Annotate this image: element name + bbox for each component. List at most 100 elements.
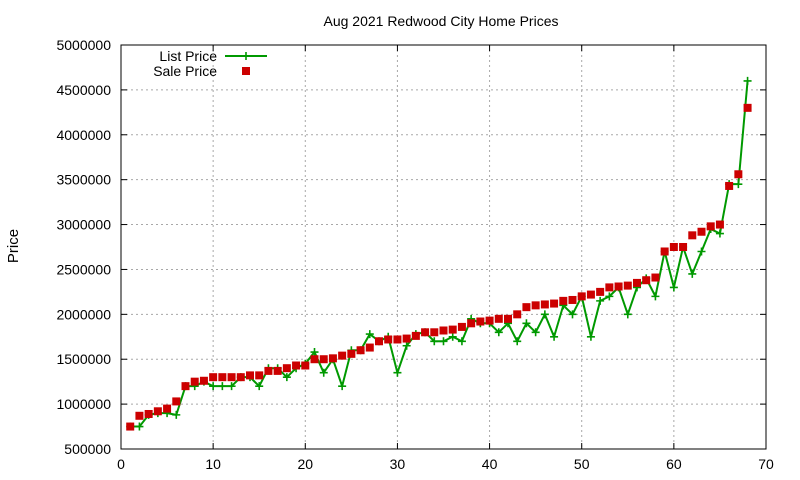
sale-price-point bbox=[338, 351, 347, 360]
sale-price-point bbox=[301, 361, 310, 370]
sale-price-point bbox=[596, 287, 605, 296]
sale-price-point bbox=[356, 346, 365, 355]
plot-frame bbox=[120, 44, 767, 450]
sale-price-point bbox=[163, 404, 172, 413]
y-tick-label: 1000000 bbox=[56, 396, 111, 412]
x-tick-label: 70 bbox=[758, 456, 774, 472]
list-price-point bbox=[227, 382, 236, 391]
sale-price-point bbox=[199, 376, 208, 385]
sale-price-point bbox=[384, 335, 393, 344]
sale-price-point bbox=[577, 292, 586, 301]
x-tick-label: 10 bbox=[205, 456, 221, 472]
sale-price-point bbox=[218, 373, 227, 382]
y-axis-label: Price bbox=[5, 229, 22, 263]
legend-marker-list-price bbox=[242, 52, 250, 60]
list-price-point bbox=[605, 292, 614, 301]
y-tick-label: 3000000 bbox=[56, 217, 111, 233]
list-price-point bbox=[688, 269, 697, 278]
list-price-point bbox=[550, 332, 559, 341]
sale-price-point bbox=[439, 326, 448, 335]
sale-price-point bbox=[550, 299, 559, 308]
sale-price-point bbox=[540, 300, 549, 309]
sale-price-point bbox=[172, 397, 181, 406]
list-price-point bbox=[531, 328, 540, 337]
sale-price-point bbox=[393, 335, 402, 344]
list-price-point bbox=[734, 180, 743, 189]
list-price-point bbox=[669, 283, 678, 292]
sale-price-point bbox=[494, 314, 503, 323]
y-tick-label: 500000 bbox=[64, 441, 111, 457]
sale-price-point bbox=[633, 278, 641, 287]
sale-price-point bbox=[605, 283, 614, 292]
sale-price-point bbox=[153, 407, 162, 416]
sale-price-point bbox=[725, 181, 734, 190]
sale-price-point bbox=[688, 231, 697, 240]
list-price-point bbox=[439, 337, 448, 346]
sale-price-point bbox=[430, 328, 439, 337]
sale-price-point bbox=[485, 316, 494, 325]
sale-price-point bbox=[282, 364, 291, 373]
sale-price-point bbox=[642, 276, 651, 285]
list-price-point bbox=[743, 76, 752, 85]
list-price-point bbox=[319, 368, 328, 377]
y-tick-label: 2000000 bbox=[56, 306, 111, 322]
sale-price-point bbox=[586, 290, 595, 299]
list-price-point bbox=[596, 296, 605, 305]
sale-price-point bbox=[181, 382, 190, 391]
list-price-point bbox=[282, 373, 291, 382]
sale-price-point bbox=[513, 310, 522, 319]
sale-price-point bbox=[402, 334, 411, 343]
y-tick-label: 3500000 bbox=[56, 172, 111, 188]
list-price-point bbox=[513, 337, 522, 346]
y-tick-label: 1500000 bbox=[56, 351, 111, 367]
sale-price-point bbox=[144, 409, 153, 418]
list-price-point bbox=[494, 328, 503, 337]
sale-price-point bbox=[126, 422, 135, 431]
sale-price-point bbox=[255, 371, 264, 380]
sale-price-point bbox=[734, 170, 743, 179]
sale-price-point bbox=[660, 247, 669, 256]
sale-price-point bbox=[467, 319, 476, 328]
grid bbox=[121, 45, 766, 449]
sale-price-point bbox=[292, 361, 301, 370]
list-price-point bbox=[430, 337, 439, 346]
sale-price-point bbox=[568, 295, 577, 304]
sale-price-point bbox=[559, 296, 568, 305]
chart-title: Aug 2021 Redwood City Home Prices bbox=[323, 13, 558, 29]
y-tick-label: 5000000 bbox=[56, 37, 111, 53]
x-tick-label: 0 bbox=[117, 456, 125, 472]
list-price-point bbox=[402, 341, 411, 350]
sale-price-point bbox=[411, 331, 420, 340]
legend: List Price Sale Price bbox=[153, 48, 267, 79]
sale-price-point bbox=[135, 411, 144, 420]
list-price-point bbox=[135, 422, 144, 431]
list-price-point bbox=[697, 247, 706, 256]
sale-price-point bbox=[448, 325, 457, 334]
sale-price-point bbox=[365, 343, 374, 352]
list-price-point bbox=[448, 332, 457, 341]
y-tick-label: 4000000 bbox=[56, 127, 111, 143]
sale-price-point bbox=[476, 317, 485, 326]
sale-price-point bbox=[328, 354, 337, 363]
list-price-point bbox=[255, 382, 264, 391]
list-price-point bbox=[586, 332, 595, 341]
sale-price-point bbox=[319, 355, 328, 364]
sale-price-point bbox=[209, 373, 218, 382]
series-plot bbox=[126, 76, 752, 431]
x-tick-label: 60 bbox=[666, 456, 682, 472]
x-tick-label: 40 bbox=[482, 456, 498, 472]
sale-price-point bbox=[669, 243, 678, 251]
list-price-point bbox=[365, 330, 374, 339]
list-price-point bbox=[715, 229, 724, 238]
sale-price-point bbox=[715, 220, 724, 229]
list-price-point bbox=[209, 382, 218, 391]
list-price-point bbox=[651, 292, 660, 301]
list-price-point bbox=[457, 337, 466, 346]
x-tick-label: 20 bbox=[297, 456, 313, 472]
sale-price-point bbox=[273, 366, 282, 375]
sale-price-point bbox=[504, 314, 512, 323]
sale-price-point bbox=[246, 371, 254, 380]
list-price-point bbox=[568, 310, 577, 319]
